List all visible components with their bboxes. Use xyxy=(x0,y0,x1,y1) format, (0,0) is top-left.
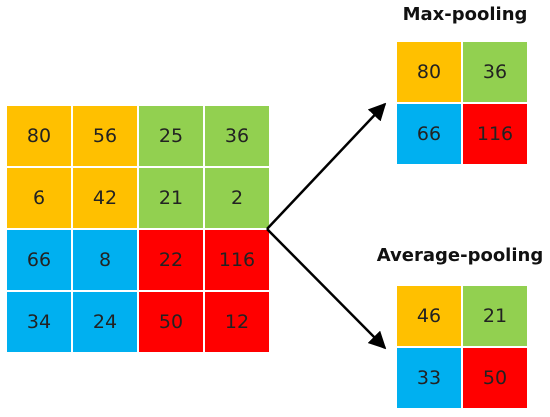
input-cell-0-2: 25 xyxy=(138,105,204,167)
arrow-to-max-pooling xyxy=(266,102,387,230)
arrow-to-average-pooling xyxy=(266,228,387,350)
input-cell-1-2: 21 xyxy=(138,167,204,229)
input-cell-2-3: 116 xyxy=(204,229,270,291)
input-cell-0-3: 36 xyxy=(204,105,270,167)
average-pooling-matrix: 46 21 33 50 xyxy=(396,285,528,409)
input-cell-2-0: 66 xyxy=(6,229,72,291)
max-pooling-matrix: 80 36 66 116 xyxy=(396,41,528,165)
average-pooling-cell-0-1: 21 xyxy=(462,285,528,347)
average-pooling-cell-1-0: 33 xyxy=(396,347,462,409)
input-cell-3-3: 12 xyxy=(204,291,270,353)
input-cell-2-1: 8 xyxy=(72,229,138,291)
input-cell-3-0: 34 xyxy=(6,291,72,353)
max-pooling-cell-1-1: 116 xyxy=(462,103,528,165)
input-cell-1-3: 2 xyxy=(204,167,270,229)
max-pooling-title: Max-pooling xyxy=(402,4,528,25)
input-cell-3-1: 24 xyxy=(72,291,138,353)
max-pooling-cell-0-0: 80 xyxy=(396,41,462,103)
average-pooling-title: Average-pooling xyxy=(376,245,544,266)
input-cell-0-0: 80 xyxy=(6,105,72,167)
average-pooling-cell-0-0: 46 xyxy=(396,285,462,347)
max-pooling-cell-1-0: 66 xyxy=(396,103,462,165)
input-cell-1-0: 6 xyxy=(6,167,72,229)
input-cell-3-2: 50 xyxy=(138,291,204,353)
average-pooling-cell-1-1: 50 xyxy=(462,347,528,409)
input-cell-2-2: 22 xyxy=(138,229,204,291)
input-cell-1-1: 42 xyxy=(72,167,138,229)
max-pooling-cell-0-1: 36 xyxy=(462,41,528,103)
input-matrix: 80 56 25 36 6 42 21 2 66 8 22 116 34 24 50 12 xyxy=(6,105,270,353)
input-cell-0-1: 56 xyxy=(72,105,138,167)
